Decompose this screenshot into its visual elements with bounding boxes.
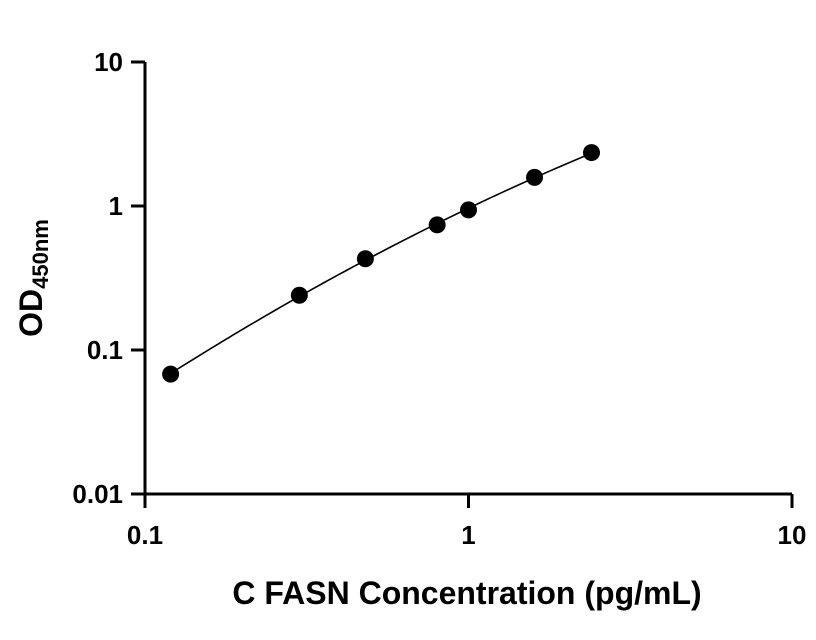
y-axis-title-main: OD: [13, 289, 49, 337]
y-tick-label: 10: [94, 47, 123, 77]
data-point: [356, 250, 374, 268]
data-point: [162, 365, 180, 383]
x-tick-label: 0.1: [127, 520, 163, 550]
axes: [143, 62, 792, 496]
y-axis-title-subscript: 450nm: [28, 219, 53, 289]
data-points: [162, 144, 600, 383]
y-tick-label: 0.1: [87, 335, 123, 365]
y-tick-label: 1: [109, 191, 123, 221]
x-tick-label: 1: [461, 520, 475, 550]
y-axis-title: OD450nm: [13, 219, 53, 337]
fit-curve: [170, 152, 592, 375]
y-tick-label: 0.01: [72, 479, 123, 509]
x-axis-title: C FASN Concentration (pg/mL): [232, 575, 701, 611]
data-point: [582, 144, 600, 162]
data-point: [428, 216, 446, 234]
x-tick-label: 10: [778, 520, 807, 550]
data-point: [526, 168, 544, 186]
data-point: [290, 286, 308, 304]
data-point: [460, 201, 477, 219]
